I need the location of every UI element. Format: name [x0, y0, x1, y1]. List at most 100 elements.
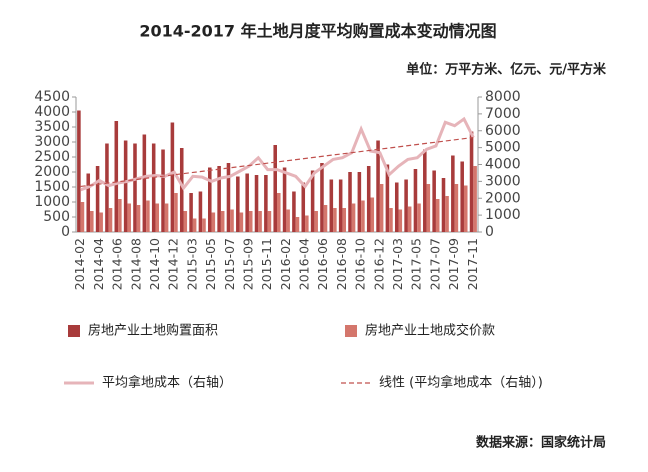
bar	[348, 172, 352, 232]
y-tick-label: 4500	[34, 89, 70, 105]
bar	[217, 166, 221, 232]
bar	[323, 205, 328, 232]
bar	[282, 167, 287, 232]
legend-label: 房地产业土地购置面积	[88, 323, 218, 339]
bar	[208, 167, 212, 232]
legend-label: 房地产业土地成交价款	[365, 323, 495, 339]
legend-swatch	[68, 325, 80, 337]
bar	[338, 179, 343, 232]
source-note: 数据来源：国家统计局	[476, 435, 606, 451]
bar	[77, 110, 81, 232]
bar	[286, 209, 290, 232]
bar	[314, 211, 318, 232]
bar	[192, 218, 197, 232]
y2-tick-label: 5000	[485, 140, 521, 156]
bar	[151, 143, 156, 232]
bar	[441, 178, 446, 232]
x-tick-label: 2016-10	[353, 238, 368, 290]
bar	[376, 140, 380, 232]
x-tick-label: 2017-07	[427, 238, 442, 290]
bar	[398, 209, 403, 232]
x-tick-label: 2015-11	[259, 238, 274, 290]
bar	[239, 212, 244, 232]
bar	[292, 191, 296, 232]
y-tick-label: 2000	[34, 164, 70, 180]
bar	[264, 175, 268, 232]
bar	[404, 179, 408, 232]
bar	[90, 211, 94, 232]
bar	[211, 212, 216, 232]
bar	[473, 166, 477, 232]
bar	[329, 179, 334, 232]
bar	[133, 143, 137, 232]
bar	[435, 199, 440, 232]
bar	[114, 121, 119, 232]
x-tick-label: 2017-03	[390, 238, 405, 290]
y-tick-label: 3500	[34, 119, 70, 135]
bar	[413, 169, 418, 232]
bar	[146, 200, 150, 232]
bar	[230, 209, 234, 232]
bar	[357, 172, 362, 232]
bar	[463, 185, 468, 232]
bar	[123, 140, 128, 232]
bar	[170, 122, 175, 232]
x-tick-label: 2015-05	[203, 238, 218, 290]
y-tick-label: 3000	[34, 134, 70, 150]
x-tick-label: 2016-02	[278, 238, 293, 290]
y2-tick-label: 6000	[485, 123, 521, 139]
line	[80, 116, 475, 192]
bar	[245, 173, 249, 232]
bar	[273, 145, 277, 232]
bar	[254, 175, 259, 232]
bar	[366, 166, 371, 232]
bar	[108, 208, 113, 232]
bar	[99, 212, 103, 232]
bar	[295, 217, 300, 232]
bar	[105, 143, 109, 232]
bar	[351, 203, 356, 232]
bar	[202, 218, 206, 232]
bar	[310, 170, 315, 232]
x-tick-label: 2016-06	[315, 238, 330, 290]
x-tick-label: 2016-04	[297, 238, 312, 290]
legend-label: 平均拿地成本（右轴）	[102, 375, 232, 391]
y2-tick-label: 0	[485, 224, 494, 240]
bar	[407, 206, 412, 232]
bar	[80, 202, 85, 232]
x-tick-label: 2016-08	[334, 238, 349, 290]
units-note: 单位：万平方米、亿元、元/平方米	[406, 62, 607, 78]
bar	[432, 170, 436, 232]
bar	[248, 211, 253, 232]
bar	[305, 215, 309, 232]
x-tick-label: 2017-09	[446, 238, 461, 290]
y2-tick-label: 7000	[485, 106, 521, 122]
x-tick-label: 2014-12	[166, 238, 181, 290]
legend-label: 线性 (平均拿地成本（右轴）)	[379, 375, 543, 391]
bar	[469, 131, 474, 232]
legend-swatch	[345, 325, 357, 337]
bar	[236, 176, 240, 232]
y-tick-label: 500	[43, 209, 70, 225]
bar	[127, 203, 131, 232]
bar	[426, 184, 431, 232]
x-tick-label: 2015-09	[240, 238, 255, 290]
x-tick-label: 2014-10	[147, 238, 162, 290]
bar	[174, 193, 178, 232]
bar	[379, 184, 384, 232]
x-tick-label: 2016-12	[371, 238, 386, 290]
x-tick-label: 2014-06	[110, 238, 125, 290]
bar	[394, 182, 399, 232]
x-tick-label: 2015-07	[222, 238, 237, 290]
x-tick-label: 2015-03	[184, 238, 199, 290]
bar	[161, 149, 165, 232]
bar	[198, 191, 203, 232]
bar	[136, 205, 141, 232]
x-tick-label: 2014-04	[91, 238, 106, 290]
y-tick-label: 1000	[34, 194, 70, 210]
y2-tick-label: 2000	[485, 190, 521, 206]
bar	[454, 184, 459, 232]
y-tick-label: 2500	[34, 149, 70, 165]
bar	[361, 200, 365, 232]
y2-tick-label: 8000	[485, 89, 521, 105]
